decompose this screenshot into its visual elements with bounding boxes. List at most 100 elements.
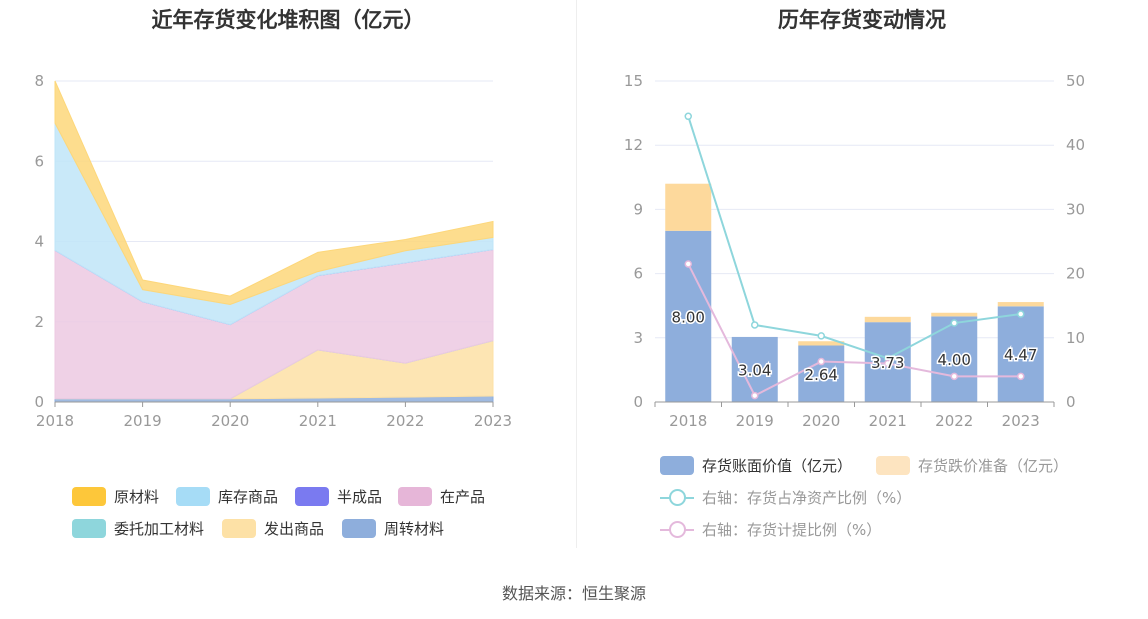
y-tick-label: 0 [34,393,44,411]
legend-label: 右轴：存货占净资产比例（%） [702,489,912,507]
y2-tick-label: 0 [1066,393,1076,411]
legend-label: 委托加工材料 [114,520,205,538]
left-chart-title: 近年存货变化堆积图（亿元） [151,8,425,32]
x-tick-label: 2018 [669,412,707,430]
legend-item[interactable]: 在产品 [398,486,485,507]
stacked-area-chart: 0 2 4 6 8 2018 2019 2020 2021 2022 2023 [34,72,512,430]
panel-divider [576,0,577,548]
x-tick-label: 2021 [869,412,907,430]
x-tick-label: 2022 [386,412,424,430]
bar-data-label: 8.00 [672,308,705,326]
x-tick-label: 2021 [299,412,337,430]
bar-segment [665,183,712,231]
line-point [1017,372,1025,381]
legend-swatch [342,519,376,538]
legend-label: 存货跌价准备（亿元） [918,457,1069,475]
legend-label: 周转材料 [384,520,445,538]
legend-item[interactable]: 委托加工材料 [72,518,204,539]
line-series [687,263,1021,397]
bar-data-label: 4.00 [938,351,971,369]
y-tick-label: 6 [633,265,643,283]
y2-tick-label: 50 [1066,72,1085,90]
legend-item[interactable]: 存货跌价准备（亿元） [876,455,1068,476]
legend-swatch [660,456,694,475]
data-source-note: 数据来源：恒生聚源 [501,584,646,603]
y-tick-label: 4 [34,233,44,251]
legend-label: 在产品 [440,488,486,506]
y-tick-label: 9 [633,200,643,218]
x-tick-label: 2019 [124,412,162,430]
legend-label: 库存商品 [218,488,279,506]
legend-swatch [222,519,256,538]
bar-segment [798,345,845,402]
line-point [950,319,958,327]
legend-swatch [72,487,106,506]
x-tick-label: 2018 [36,412,74,430]
line-point [817,357,825,366]
legend-label: 存货账面价值（亿元） [702,457,853,475]
bar-data-label: 4.47 [1004,346,1037,364]
legend-swatch [660,520,694,539]
x-tick-label: 2022 [935,412,973,430]
x-tick-label: 2023 [1002,412,1040,430]
y-tick-label: 3 [633,329,643,347]
bar-segment [864,316,911,323]
legend-item[interactable]: 原材料 [72,486,159,507]
legend-item[interactable]: 右轴：存货计提比例（%） [660,519,881,540]
bar-data-label: 2.64 [805,366,838,384]
legend-swatch [876,456,910,475]
line-point [1017,310,1025,318]
x-tick-label: 2020 [802,412,840,430]
x-tick-label: 2020 [211,412,249,430]
bar-data-label: 3.04 [738,361,771,379]
y2-tick-label: 30 [1066,200,1085,218]
y2-tick-label: 10 [1066,329,1085,347]
bar-segment [798,341,845,346]
x-tick-label: 2023 [474,412,512,430]
x-tick-label: 2019 [736,412,774,430]
legend-marker [669,521,686,538]
area-原材料 [54,80,494,306]
bar-segment [665,230,712,402]
line-point [751,321,759,329]
inventory-change-chart-panel: 历年存货变动情况 0 3 6 9 12 15 0 10 20 30 40 50 2018 2019 2020… [576,0,1148,560]
y2-tick-label: 20 [1066,265,1085,283]
legend-swatch [295,487,329,506]
legend-swatch [176,487,210,506]
y-tick-label: 12 [624,136,643,154]
bar-data-label: 3.73 [871,354,904,372]
legend-item[interactable]: 库存商品 [176,486,278,507]
legend-item[interactable]: 存货账面价值（亿元） [660,455,852,476]
line-point [684,112,692,121]
y-tick-label: 6 [34,152,44,170]
stacked-area-chart-panel: 近年存货变化堆积图（亿元） 0 2 4 6 8 2018 2019 2020 2021 2022 2… [0,0,576,560]
line-series [687,116,1021,360]
legend-item[interactable]: 半成品 [295,486,382,507]
legend-marker [669,489,686,506]
bar-segment [731,336,778,402]
legend-label: 发出商品 [264,520,325,538]
bar-segment [931,312,978,317]
line-point [684,260,692,268]
legend-swatch [660,488,694,507]
line-point [751,391,759,400]
line-point [817,332,825,340]
y-tick-label: 15 [624,72,643,90]
legend-item[interactable]: 发出商品 [222,518,324,539]
right-chart-title: 历年存货变动情况 [778,8,946,32]
legend-label: 原材料 [114,488,160,506]
line-point [950,372,958,381]
legend-item[interactable]: 右轴：存货占净资产比例（%） [660,487,911,508]
legend-label: 半成品 [337,488,383,506]
y-tick-label: 2 [34,313,44,331]
legend-item[interactable]: 周转材料 [342,518,444,539]
bar-segment [997,306,1044,402]
line-point [884,359,892,368]
y2-tick-label: 40 [1066,136,1085,154]
legend-swatch [398,487,432,506]
legend-label: 右轴：存货计提比例（%） [702,521,882,539]
y-tick-label: 0 [633,393,643,411]
bar-line-combo-chart: 0 3 6 9 12 15 0 10 20 30 40 50 2018 2019 2020 2021 2022 2… [624,72,1085,430]
legend-swatch [72,519,106,538]
y-tick-label: 8 [34,72,44,90]
